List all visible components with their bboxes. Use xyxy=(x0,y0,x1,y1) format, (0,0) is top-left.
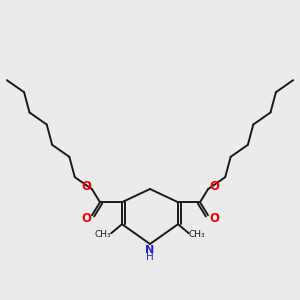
Text: O: O xyxy=(81,180,91,193)
Text: N: N xyxy=(146,245,154,255)
Text: H: H xyxy=(146,252,154,262)
Text: CH₃: CH₃ xyxy=(188,230,205,239)
Text: O: O xyxy=(209,212,219,225)
Text: CH₃: CH₃ xyxy=(95,230,112,239)
Text: O: O xyxy=(81,212,91,225)
Text: O: O xyxy=(209,180,219,193)
